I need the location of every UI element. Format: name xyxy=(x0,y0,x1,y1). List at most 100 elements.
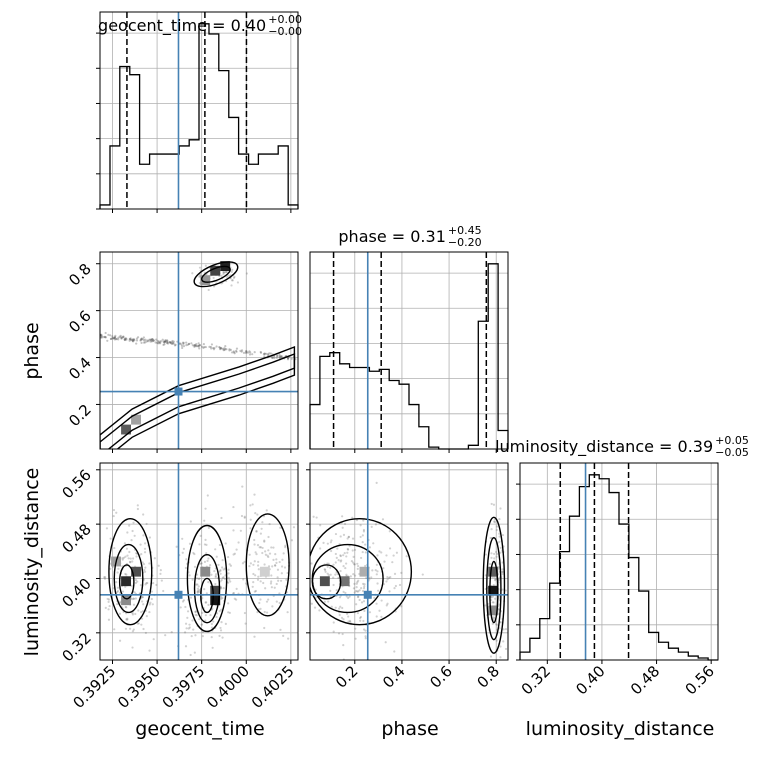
sample-point xyxy=(287,534,289,536)
sample-point xyxy=(318,609,321,612)
sample-point xyxy=(290,357,293,360)
sample-point xyxy=(342,618,345,621)
sample-point xyxy=(330,539,333,542)
sample-point xyxy=(491,595,495,598)
sample-point xyxy=(140,553,143,556)
sample-point xyxy=(182,341,185,344)
sample-point xyxy=(356,611,359,615)
contour-line xyxy=(489,560,499,624)
sample-point xyxy=(150,339,153,342)
sample-point xyxy=(225,348,228,351)
sample-point xyxy=(212,285,216,288)
sample-point xyxy=(492,616,495,619)
contour-line xyxy=(482,516,506,654)
sample-point xyxy=(139,338,142,342)
sample-point xyxy=(170,342,173,345)
sample-point xyxy=(229,580,232,583)
sample-point xyxy=(351,549,354,552)
sample-point xyxy=(212,348,216,351)
sample-point xyxy=(128,560,132,564)
sample-point xyxy=(364,543,367,546)
sample-point xyxy=(113,337,116,340)
sample-point xyxy=(279,354,282,358)
sample-point xyxy=(258,601,261,605)
sample-point xyxy=(494,623,498,626)
sample-point xyxy=(326,542,329,545)
sample-point xyxy=(156,341,159,345)
sample-point xyxy=(248,353,252,356)
sample-point xyxy=(187,342,191,346)
panel-geocent_time-vs-geocent_time xyxy=(96,11,299,210)
sample-point xyxy=(131,338,134,341)
sample-point xyxy=(338,596,342,599)
sample-point xyxy=(497,567,501,570)
density-cell xyxy=(210,265,221,276)
sample-point xyxy=(163,343,166,346)
sample-point xyxy=(143,339,146,342)
sample-point xyxy=(326,572,329,575)
y-axis-label-phase: phase xyxy=(21,322,43,379)
sample-point xyxy=(339,560,342,563)
title-main: phase = 0.31 xyxy=(338,227,445,246)
sample-point xyxy=(357,595,360,598)
sample-point xyxy=(130,538,133,542)
truth-marker xyxy=(363,590,372,599)
sample-point xyxy=(339,554,342,557)
sample-point xyxy=(107,618,111,621)
sample-point xyxy=(363,583,366,586)
sample-point xyxy=(220,595,223,598)
sample-point xyxy=(319,547,322,550)
sample-point xyxy=(220,516,223,520)
sample-point xyxy=(194,613,197,616)
sample-point xyxy=(198,618,201,621)
sample-point xyxy=(140,611,143,614)
sample-point xyxy=(300,584,302,586)
sample-point xyxy=(362,587,366,590)
sample-point xyxy=(268,522,271,526)
sample-point xyxy=(130,598,133,601)
sample-point xyxy=(243,611,247,615)
sample-point xyxy=(275,558,278,561)
sample-point xyxy=(263,563,266,566)
sample-point xyxy=(107,608,110,611)
y-axis-label-luminosity-distance: luminosity_distance xyxy=(21,468,43,657)
sample-point xyxy=(125,573,128,576)
sample-point xyxy=(103,335,106,338)
sample-point xyxy=(213,569,216,573)
sample-point xyxy=(497,566,501,569)
sample-point xyxy=(219,348,222,351)
sample-point xyxy=(292,526,296,529)
sample-point xyxy=(387,576,391,579)
sample-point xyxy=(386,575,389,579)
sample-point xyxy=(347,535,350,538)
sample-point xyxy=(227,555,230,559)
sample-point xyxy=(106,339,109,342)
sample-point xyxy=(347,596,350,600)
title-main: luminosity_distance = 0.39 xyxy=(495,437,713,457)
sample-point xyxy=(301,571,303,573)
sample-point xyxy=(203,519,206,522)
sample-point xyxy=(329,589,332,592)
sample-point xyxy=(104,336,107,339)
sample-point xyxy=(339,605,342,608)
sample-point xyxy=(364,637,367,640)
sample-point xyxy=(270,546,273,549)
sample-point xyxy=(498,540,501,543)
sample-point xyxy=(219,587,223,590)
sample-point xyxy=(337,576,340,580)
sample-point xyxy=(149,340,152,343)
sample-point xyxy=(488,562,492,566)
sample-point xyxy=(149,338,152,341)
sample-point xyxy=(170,341,173,344)
sample-point xyxy=(225,275,228,278)
sample-point xyxy=(499,507,502,510)
sample-point xyxy=(115,337,118,341)
sample-point xyxy=(136,507,139,511)
sample-point xyxy=(135,337,139,340)
sample-point xyxy=(499,546,502,549)
sample-point xyxy=(160,579,163,582)
sample-point xyxy=(221,596,224,600)
sample-point xyxy=(196,587,200,590)
sample-point xyxy=(129,557,132,560)
sample-point xyxy=(227,581,230,584)
